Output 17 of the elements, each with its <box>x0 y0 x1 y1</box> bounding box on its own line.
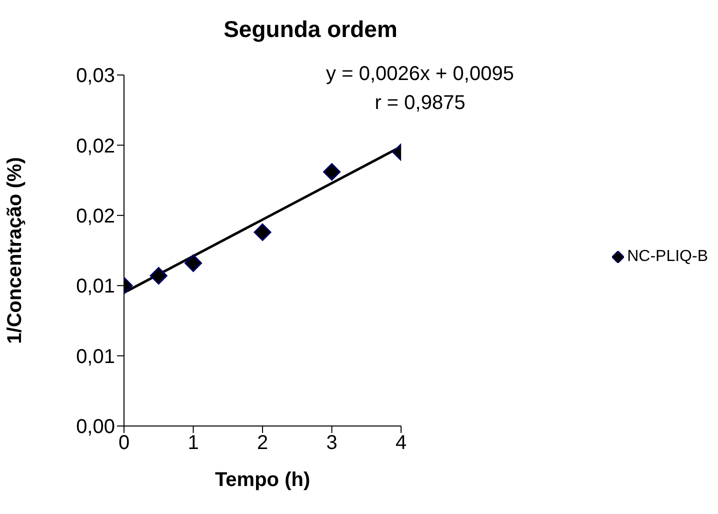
x-tick-label: 2 <box>256 432 268 454</box>
y-tick-label: 0,03 <box>76 65 115 88</box>
x-tick-label: 3 <box>326 432 338 454</box>
x-tick-label: 1 <box>188 432 199 454</box>
y-axis-title: 1/Concentração (%) <box>4 157 26 344</box>
annotation: r = 0,9875 <box>374 92 466 115</box>
y-tick-label: 0,01 <box>76 346 115 368</box>
y-tick-label: 0,02 <box>76 135 115 158</box>
y-tick-label: 0,00 <box>76 416 115 438</box>
x-tick-label: 4 <box>396 432 407 454</box>
annotation: y = 0,0026x + 0,0095 <box>325 63 515 86</box>
legend-label: NC-PLIQ-B <box>627 248 708 266</box>
x-tick-label: 0 <box>118 432 130 454</box>
y-tick-label: 0,01 <box>76 276 115 298</box>
chart-title: Segunda ordem <box>222 16 398 43</box>
x-axis-title: Tempo (h) <box>214 469 310 491</box>
y-tick-label: 0,02 <box>76 206 115 228</box>
